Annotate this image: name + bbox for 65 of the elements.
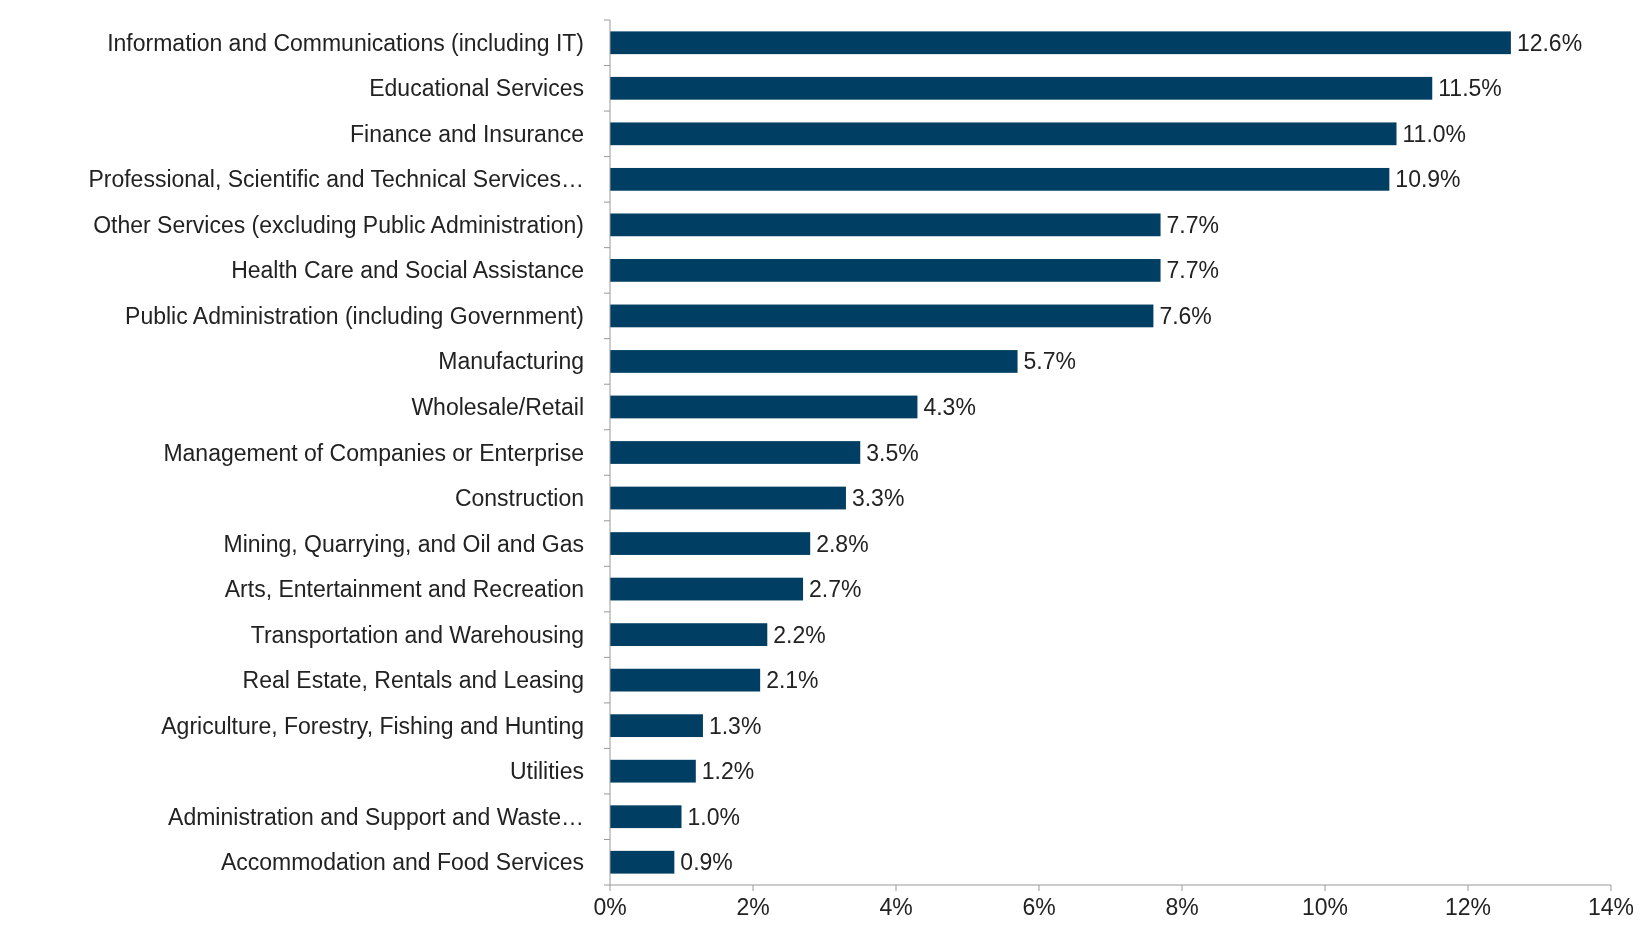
- bar: [610, 213, 1161, 237]
- y-tick-label: Finance and Insurance: [350, 120, 584, 147]
- data-label: 1.0%: [687, 803, 740, 830]
- data-label: 0.9%: [680, 849, 733, 876]
- y-tick-label: Arts, Entertainment and Recreation: [224, 576, 584, 603]
- x-tick-label: 8%: [1165, 894, 1199, 920]
- y-tick-label: Professional, Scientific and Technical Services…: [88, 166, 584, 193]
- x-tick-label: 10%: [1301, 894, 1349, 920]
- y-tick-label: Other Services (excluding Public Administration): [93, 211, 584, 238]
- data-label: 7.7%: [1166, 257, 1219, 284]
- x-tick-label: 2%: [736, 894, 770, 920]
- y-tick-label: Construction: [454, 485, 584, 512]
- y-tick-label: Manufacturing: [438, 348, 584, 375]
- data-label: 11.0%: [1402, 120, 1467, 147]
- data-label: 4.3%: [923, 394, 976, 421]
- bar: [610, 395, 918, 419]
- y-tick-label: Accommodation and Food Services: [220, 849, 584, 876]
- data-label: 1.2%: [701, 758, 755, 785]
- bar: [610, 850, 675, 874]
- bar: [610, 759, 696, 783]
- bar: [610, 577, 804, 601]
- data-label: 12.6%: [1516, 29, 1583, 56]
- data-label: 7.6%: [1159, 302, 1212, 329]
- data-label: 10.9%: [1395, 166, 1461, 193]
- bar: [610, 259, 1161, 282]
- x-tick-label: 0%: [593, 894, 627, 920]
- data-label: 3.3%: [851, 485, 905, 512]
- bar: [610, 623, 768, 646]
- bar: [610, 76, 1433, 100]
- x-tick-label: 4%: [879, 894, 913, 920]
- data-label: 2.7%: [809, 576, 862, 603]
- bar: [610, 167, 1390, 191]
- data-label: 11.5%: [1438, 75, 1502, 102]
- y-tick-label: Administration and Support and Waste…: [168, 803, 584, 830]
- y-tick-label: Management of Companies or Enterprise: [163, 439, 584, 466]
- y-tick-label: Educational Services: [369, 75, 584, 102]
- y-tick-label: Health Care and Social Assistance: [231, 257, 584, 284]
- data-label: 2.1%: [766, 667, 819, 694]
- data-label: 2.2%: [773, 621, 826, 648]
- bar: [610, 350, 1018, 373]
- y-tick-label: Information and Communications (including IT): [107, 29, 584, 56]
- x-tick-label: 6%: [1022, 894, 1056, 920]
- bar: [610, 805, 682, 829]
- data-label: 2.8%: [816, 530, 869, 557]
- data-label: 5.7%: [1023, 348, 1076, 375]
- bar: [610, 668, 761, 692]
- x-tick-label: 14%: [1587, 894, 1635, 920]
- bar: [610, 441, 861, 464]
- y-tick-label: Agriculture, Forestry, Fishing and Hunting: [161, 712, 584, 739]
- data-label: 1.3%: [708, 712, 762, 739]
- y-tick-label: Transportation and Warehousing: [250, 621, 584, 648]
- y-tick-label: Real Estate, Rentals and Leasing: [242, 667, 584, 694]
- y-tick-label: Utilities: [509, 758, 584, 785]
- y-tick-label: Mining, Quarrying, and Oil and Gas: [223, 530, 584, 557]
- bar: [610, 714, 703, 738]
- data-label: 3.5%: [866, 439, 919, 466]
- bar: [610, 304, 1154, 328]
- bar: [610, 122, 1397, 146]
- x-tick-label: 12%: [1444, 894, 1492, 920]
- bar: [610, 532, 811, 555]
- data-label: 7.7%: [1166, 211, 1219, 238]
- bar: [610, 486, 846, 510]
- y-tick-label: Wholesale/Retail: [411, 394, 584, 421]
- y-tick-label: Public Administration (including Government): [125, 302, 584, 329]
- bar: [610, 31, 1511, 55]
